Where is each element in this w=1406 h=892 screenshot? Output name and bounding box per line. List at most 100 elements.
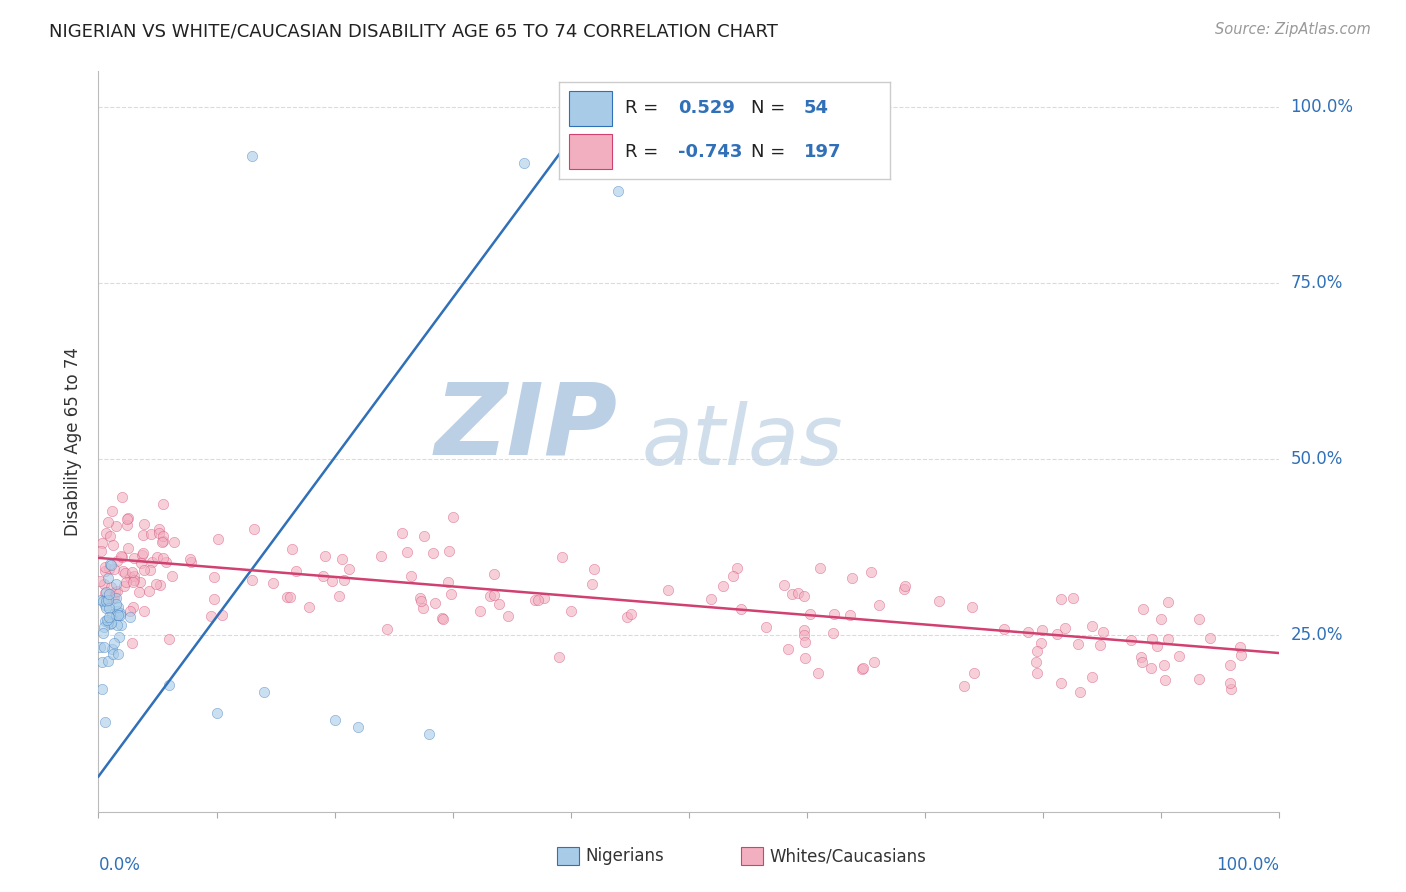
- Point: [960, 600, 983, 615]
- Point: [1230, 648, 1253, 662]
- Text: NIGERIAN VS WHITE/CAUCASIAN DISABILITY AGE 65 TO 74 CORRELATION CHART: NIGERIAN VS WHITE/CAUCASIAN DISABILITY A…: [49, 22, 778, 40]
- Point: [1229, 640, 1251, 655]
- Point: [533, 591, 555, 606]
- Point: [1132, 602, 1154, 616]
- Point: [432, 611, 454, 625]
- Point: [952, 679, 974, 693]
- Point: [110, 606, 132, 620]
- Point: [152, 529, 174, 543]
- Point: [121, 575, 143, 590]
- Point: [100, 503, 122, 517]
- Point: [120, 610, 142, 624]
- Point: [138, 584, 160, 599]
- Bar: [557, 847, 579, 865]
- Point: [110, 608, 132, 623]
- Point: [94, 591, 117, 605]
- Bar: [741, 847, 763, 865]
- Point: [94, 525, 117, 540]
- Point: [112, 579, 135, 593]
- Point: [314, 549, 336, 564]
- Point: [841, 571, 863, 585]
- Point: [1153, 657, 1175, 672]
- Point: [1050, 592, 1073, 607]
- Point: [122, 573, 145, 587]
- Point: [859, 565, 882, 579]
- Point: [121, 636, 143, 650]
- Point: [100, 616, 122, 631]
- Point: [89, 640, 111, 654]
- Text: Whites/Caucasians: Whites/Caucasians: [769, 847, 927, 865]
- Point: [150, 534, 173, 549]
- Point: [823, 607, 845, 622]
- Point: [132, 546, 155, 560]
- Point: [242, 523, 264, 537]
- Text: Source: ZipAtlas.com: Source: ZipAtlas.com: [1215, 22, 1371, 37]
- Point: [412, 529, 434, 543]
- Point: [547, 650, 569, 665]
- Point: [240, 149, 263, 163]
- Text: atlas: atlas: [641, 401, 844, 482]
- Point: [148, 526, 170, 541]
- Point: [105, 597, 128, 611]
- Point: [1156, 632, 1178, 647]
- Point: [98, 557, 121, 571]
- Point: [202, 570, 225, 584]
- Point: [148, 522, 170, 536]
- Point: [93, 560, 115, 574]
- Point: [488, 597, 510, 611]
- Point: [104, 585, 127, 599]
- Point: [793, 628, 815, 642]
- Point: [120, 570, 142, 584]
- Point: [512, 156, 534, 170]
- Point: [145, 577, 167, 591]
- Point: [1053, 621, 1076, 635]
- Point: [152, 534, 174, 549]
- Point: [105, 608, 128, 623]
- Point: [157, 678, 180, 692]
- Point: [117, 517, 139, 532]
- Point: [808, 561, 831, 575]
- Point: [94, 594, 117, 608]
- Point: [616, 610, 638, 624]
- Point: [868, 598, 890, 612]
- Point: [97, 562, 120, 576]
- Point: [725, 561, 748, 575]
- Point: [111, 490, 134, 504]
- Point: [1062, 591, 1084, 605]
- Point: [122, 550, 145, 565]
- Point: [163, 535, 186, 549]
- Point: [262, 576, 284, 591]
- Point: [117, 541, 139, 555]
- Point: [107, 647, 129, 661]
- Point: [200, 609, 222, 624]
- Point: [97, 571, 120, 585]
- Point: [1157, 594, 1180, 608]
- Point: [94, 586, 117, 600]
- Point: [105, 618, 128, 632]
- Point: [418, 727, 440, 741]
- Text: 100.0%: 100.0%: [1291, 97, 1354, 116]
- Text: 100.0%: 100.0%: [1216, 856, 1279, 874]
- Point: [1081, 619, 1104, 633]
- Point: [94, 614, 117, 628]
- Point: [97, 615, 120, 630]
- Point: [423, 596, 446, 610]
- Point: [90, 593, 112, 607]
- Point: [107, 607, 129, 622]
- Point: [1153, 673, 1175, 687]
- Point: [524, 593, 547, 607]
- Point: [115, 512, 138, 526]
- Point: [323, 713, 346, 727]
- Point: [134, 604, 156, 618]
- Point: [98, 529, 121, 543]
- Point: [821, 626, 844, 640]
- Point: [132, 563, 155, 577]
- Point: [893, 582, 915, 596]
- Point: [437, 575, 460, 590]
- Point: [838, 608, 860, 623]
- Point: [91, 536, 114, 550]
- Point: [211, 607, 233, 622]
- Point: [1220, 681, 1243, 696]
- Point: [202, 591, 225, 606]
- Point: [1046, 626, 1069, 640]
